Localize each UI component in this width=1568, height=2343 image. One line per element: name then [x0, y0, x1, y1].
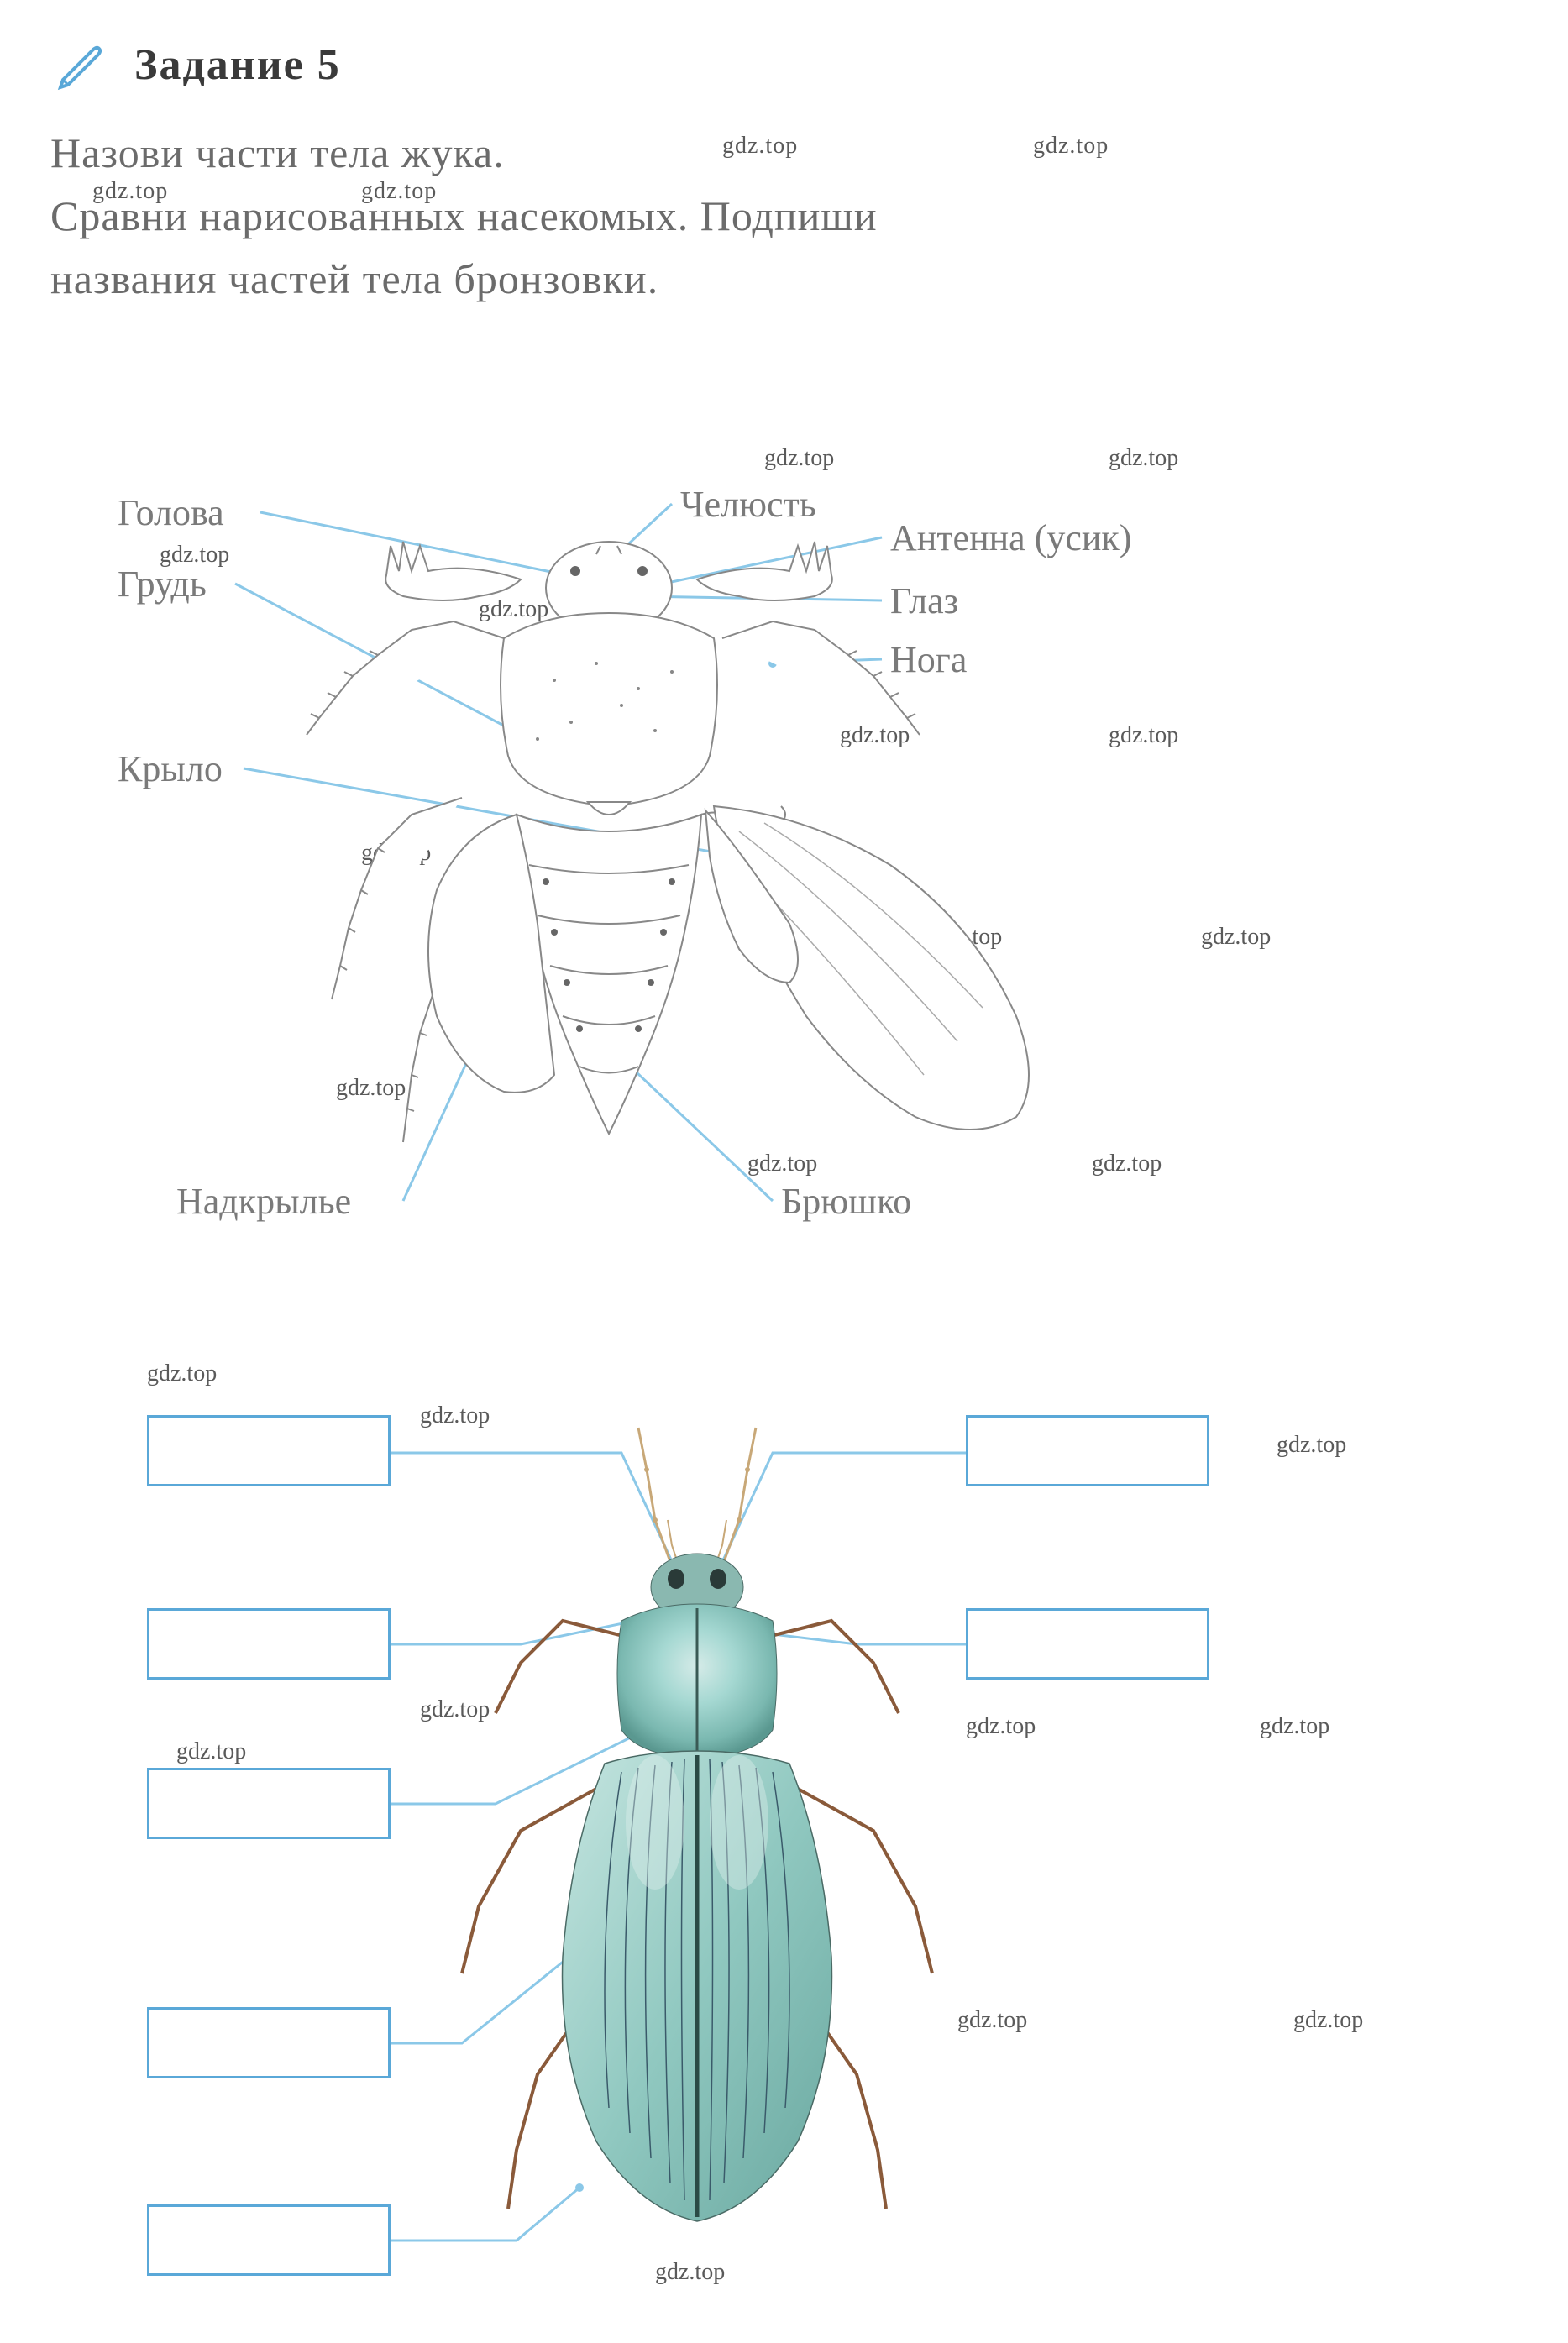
pen-icon — [50, 34, 109, 97]
lower-beetle-diagram: gdz.top gdz.top gdz.top gdz.top gdz.top … — [50, 1302, 1518, 2309]
watermark: gdz.top — [1033, 128, 1109, 164]
task-header: Задание 5 — [50, 34, 1518, 97]
instruction-line: Сравни нарисованных насекомых. Подпиши — [50, 185, 1518, 248]
beetle-line-drawing — [50, 344, 1394, 1268]
watermark: gdz.top — [92, 174, 168, 209]
upper-beetle-diagram: gdz.top gdz.top gdz.top gdz.top gdz.top … — [50, 344, 1518, 1268]
watermark: gdz.top — [361, 174, 437, 209]
beetle-photo-drawing — [50, 1302, 1394, 2309]
instruction-line: названия частей тела бронзовки. — [50, 248, 1518, 311]
task-instructions: Назови части тела жука. Сравни нарисован… — [50, 122, 1518, 311]
task-title: Задание 5 — [134, 40, 341, 90]
watermark: gdz.top — [722, 128, 798, 164]
